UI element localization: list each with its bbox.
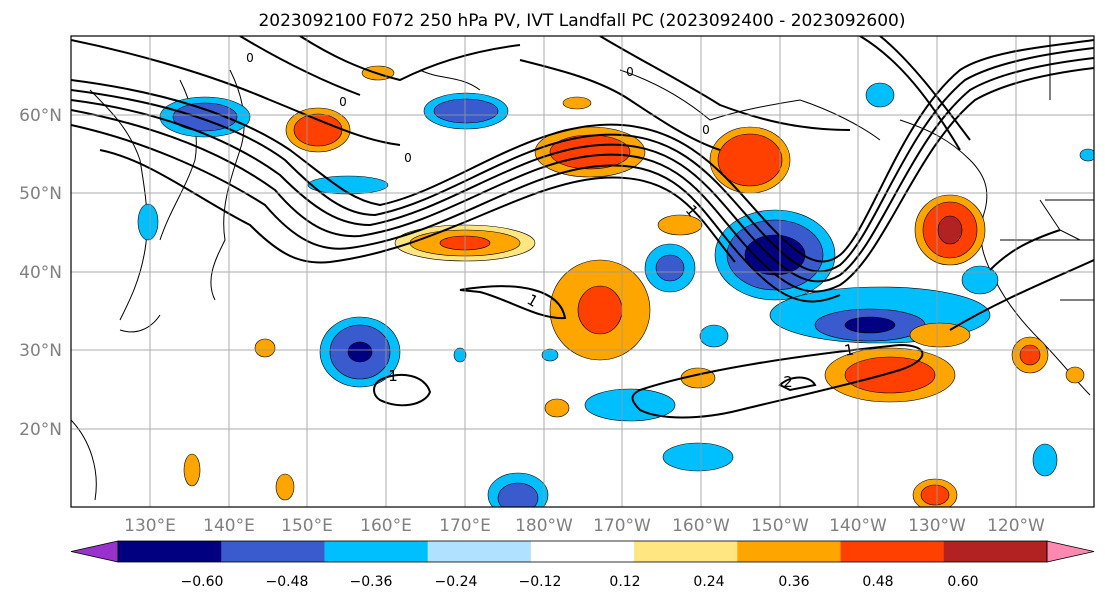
- graticule: [71, 36, 1094, 507]
- contour-label: 2: [783, 373, 793, 391]
- contour-label: 0: [339, 95, 347, 109]
- pv-contour-lines: [71, 36, 1094, 419]
- lat-label: 40°N: [19, 263, 62, 283]
- colorbar-tick-label: −0.36: [350, 574, 393, 590]
- contour-label: 0: [702, 123, 710, 137]
- lon-label: 150°W: [751, 516, 809, 536]
- lon-label: 180°W: [515, 516, 573, 536]
- colorbar-frame: [117, 540, 1048, 563]
- colorbar-tick-label: −0.48: [266, 574, 309, 590]
- lat-label: 60°N: [19, 106, 62, 126]
- lat-label: 50°N: [19, 184, 62, 204]
- colorbar-tick-label: 0.60: [947, 574, 978, 590]
- latitude-labels: 60°N 50°N 40°N 30°N 20°N: [19, 106, 62, 440]
- longitude-labels: 130°E 140°E 150°E 160°E 170°E 180°W 170°…: [124, 516, 1045, 536]
- colorbar-tick-label: 0.36: [778, 574, 809, 590]
- colorbar-cell: [840, 541, 945, 562]
- colorbar-cell: [634, 541, 738, 562]
- lon-label: 130°E: [124, 516, 176, 536]
- colorbar-cells: [70, 540, 1095, 563]
- lon-label: 160°W: [672, 516, 730, 536]
- lon-label: 140°W: [829, 516, 887, 536]
- colorbar-cell: [427, 541, 532, 562]
- contour-label: 0: [404, 151, 412, 165]
- lon-label: 170°E: [439, 516, 491, 536]
- lon-label: 140°E: [203, 516, 255, 536]
- colorbar-cell: [118, 541, 222, 562]
- colorbar-tick-label: −0.24: [435, 574, 478, 590]
- contour-label: 1: [388, 367, 398, 385]
- contour-label: 0: [626, 65, 634, 79]
- map-frame: [70, 35, 1095, 508]
- lon-label: 130°W: [908, 516, 966, 536]
- colorbar-extend-high: [1046, 540, 1095, 563]
- colorbar-tick-label: 0.12: [609, 574, 640, 590]
- contour-label: 0: [246, 51, 254, 65]
- lon-label: 160°E: [360, 516, 412, 536]
- colorbar: −0.60 −0.48 −0.36 −0.24 −0.12 0.12 0.24 …: [70, 540, 1095, 590]
- colorbar-tick-labels: −0.60 −0.48 −0.36 −0.24 −0.12 0.12 0.24 …: [181, 574, 979, 590]
- lat-label: 20°N: [19, 420, 62, 440]
- map-area: 1 1 1 1 2 0 0 0 0 0: [70, 35, 1095, 508]
- colorbar-cell: [324, 541, 429, 562]
- lon-label: 120°W: [987, 516, 1045, 536]
- lon-label: 170°W: [593, 516, 651, 536]
- colorbar-cell: [530, 541, 635, 562]
- colorbar-tick-label: −0.60: [181, 574, 224, 590]
- colorbar-extend-low: [70, 540, 119, 563]
- contour-label: 1: [843, 340, 856, 359]
- colorbar-tick-label: 0.48: [862, 574, 893, 590]
- colorbar-cell: [737, 541, 842, 562]
- colorbar-tick-label: −0.12: [519, 574, 562, 590]
- figure-title: 2023092100 F072 250 hPa PV, IVT Landfall…: [258, 11, 905, 31]
- colorbar-cell: [943, 541, 1048, 562]
- filled-contours: [137, 65, 1094, 507]
- lat-label: 30°N: [19, 341, 62, 361]
- colorbar-tick-label: 0.24: [693, 574, 724, 590]
- colorbar-cell: [221, 541, 325, 562]
- lon-label: 150°E: [281, 516, 333, 536]
